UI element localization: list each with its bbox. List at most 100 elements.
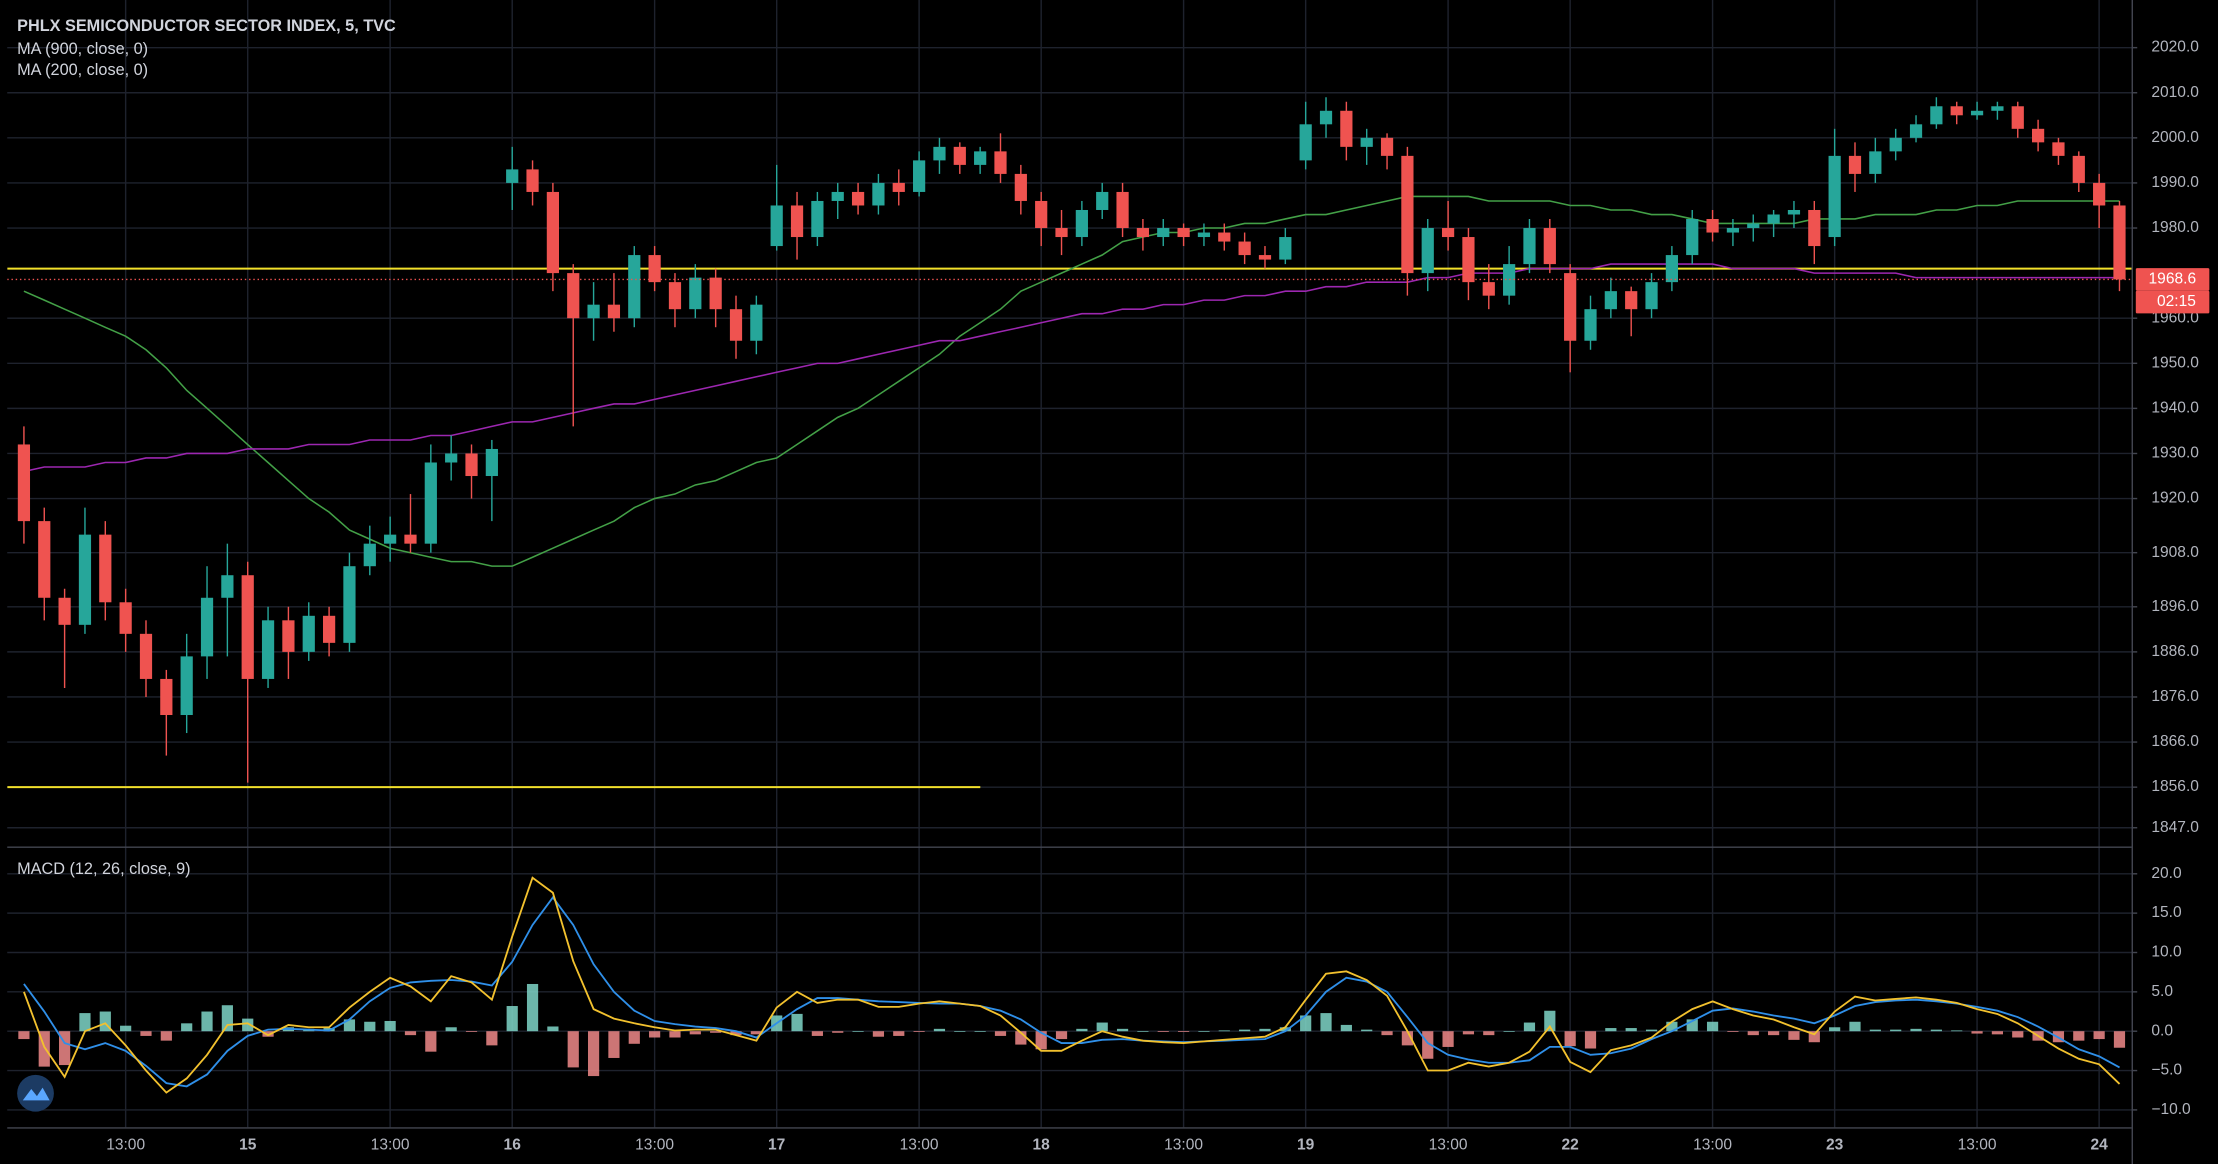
histogram-bar [1869,1029,1881,1032]
candle-body [1726,228,1740,233]
x-tick-label: 13:00 [635,1137,674,1154]
candle-body [302,615,315,652]
y-tick-label: 1886.0 [2151,643,2199,660]
histogram-bar [1401,1031,1413,1046]
histogram-bar [38,1031,50,1067]
x-tick-label: 13:00 [106,1137,145,1154]
candle-body [1889,137,1902,152]
histogram-bar [893,1031,905,1036]
candle-body [709,277,722,310]
x-tick-label: 18 [1033,1137,1051,1154]
candle-body [546,191,560,274]
candle-body [587,304,600,319]
y-tick-label: 1960.0 [2151,309,2199,326]
histogram-bar [872,1031,885,1037]
candle-body [241,575,254,679]
x-tick-label: 16 [504,1137,522,1154]
histogram-bar [160,1031,172,1041]
candle-body [1665,255,1678,283]
histogram-bar [425,1031,437,1052]
macd-title: MACD (12, 26, close, 9) [17,860,190,878]
histogram-bar [1422,1031,1434,1059]
y-tick-label: −10.0 [2151,1101,2191,1118]
candle-body [2011,106,2024,129]
candle-body [445,453,458,463]
histogram-bar [486,1031,498,1046]
histogram-bar [1910,1028,1922,1032]
histogram-bar [791,1013,803,1032]
histogram-bar [567,1031,579,1068]
histogram-bar [1523,1022,1536,1032]
legend-entry: MA (200, close, 0) [17,61,148,79]
countdown-box [2135,290,2210,314]
x-tick-label: 13:00 [1693,1137,1732,1154]
logo-circle[interactable] [17,1074,54,1112]
macd-line [23,876,2121,1094]
candle-body [1096,191,1109,210]
candle-body [1014,173,1027,201]
candle-body [363,543,376,567]
candle-body [831,191,844,201]
x-tick-label: 13:00 [371,1137,410,1154]
histogram-bar [79,1013,91,1032]
histogram-bar [2073,1031,2085,1041]
macd-line [23,895,2120,1088]
candle-body [913,160,926,192]
histogram-bar [1605,1028,1617,1032]
candle-body [1462,237,1475,283]
candle-body [1523,228,1536,265]
histogram-bar [954,1031,966,1032]
histogram-bar [2093,1031,2105,1040]
histogram-bar [689,1031,701,1035]
candle-body [994,151,1007,174]
candle-body [506,169,519,183]
histogram-bar [547,1026,559,1032]
candle-body [1177,228,1190,238]
y-tick-label: 1866.0 [2151,733,2199,750]
candle-body [851,191,865,206]
histogram-bar [933,1028,946,1032]
y-tick-label: 1920.0 [2151,490,2199,507]
candle-body [1055,228,1068,238]
candle-body [1340,110,1353,147]
chart-title: PHLX SEMICONDUCTOR SECTOR INDEX, 5, TVC [17,17,396,35]
candle-body [180,656,193,716]
histogram-bar [59,1031,71,1066]
histogram-bar [608,1031,620,1058]
candle-body [1828,155,1841,238]
histogram-bar [1564,1031,1576,1047]
y-tick-label: 1876.0 [2151,688,2199,705]
x-tick-label: 13:00 [900,1137,939,1154]
histogram-bar [1666,1021,1678,1032]
histogram-bar [1747,1031,1759,1036]
histogram-bar [1686,1019,1698,1032]
histogram-bar [221,1005,233,1032]
y-tick-label: 2000.0 [2151,129,2199,146]
candle-body [1991,106,2004,111]
candle-body [1299,124,1312,161]
candle-body [1258,255,1272,260]
macd-pane [18,876,2126,1094]
logo[interactable] [17,1074,54,1112]
y-tick-label: 1896.0 [2151,598,2199,615]
histogram-bar [710,1031,722,1033]
y-tick-label: 2020.0 [2151,39,2199,56]
ma-line [23,263,2120,473]
candle-body [2093,182,2106,206]
histogram-bar [1259,1028,1271,1032]
countdown-label: 02:15 [2157,293,2196,310]
histogram-bar [1300,1015,1312,1032]
candle-body [607,304,621,319]
histogram-bar [1381,1031,1393,1036]
candle-body [1686,219,1699,256]
candle-body [974,151,987,165]
histogram-bar [832,1031,844,1033]
histogram-bar [1055,1031,1068,1040]
candle-body [648,255,661,283]
histogram-bar [1706,1021,1719,1032]
histogram-bar [669,1031,681,1038]
candle-body [1808,209,1821,247]
logo-icon[interactable] [22,1087,50,1101]
candle-body [1543,228,1556,265]
